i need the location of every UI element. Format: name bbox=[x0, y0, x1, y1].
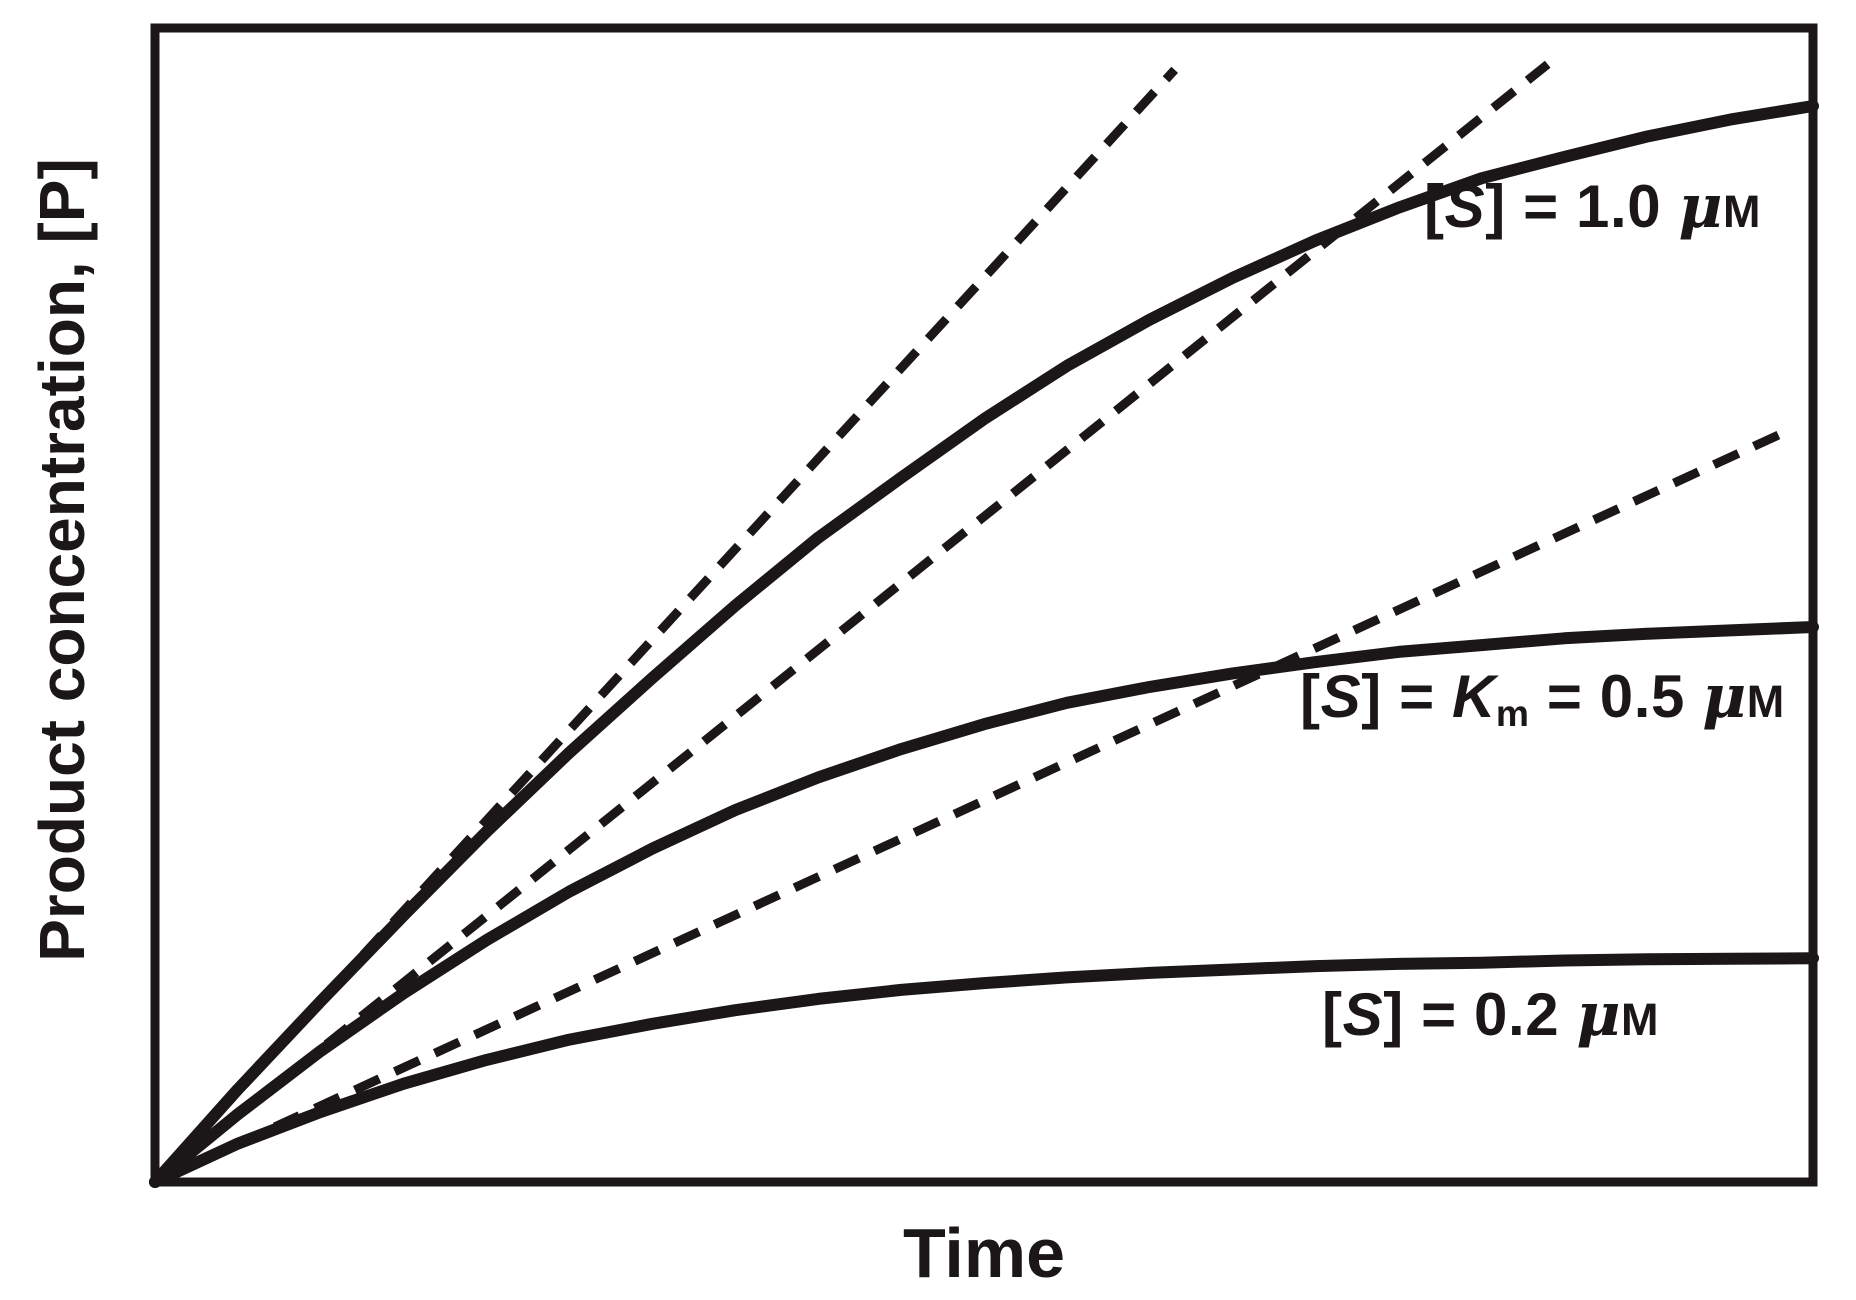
y-axis-label: Product concentration, [P] bbox=[26, 158, 98, 962]
plot-border bbox=[150, 23, 1818, 1187]
label-segment: μ bbox=[1576, 980, 1621, 1050]
label-segment: ] = 1.0 bbox=[1485, 173, 1679, 240]
label-segment: ] = 0.2 bbox=[1383, 981, 1577, 1048]
curve-label-s-km-0-5um: [S] = Km = 0.5 μM bbox=[1300, 662, 1785, 735]
curve-label-s-1-0um: [S] = 1.0 μM bbox=[1424, 172, 1761, 242]
progress-curve-S-1.0uM bbox=[149, 100, 1819, 1188]
label-segment: [ bbox=[1424, 173, 1445, 240]
initial-velocity-tangent-S-0.2uM bbox=[153, 425, 1792, 1187]
label-segment: S bbox=[1342, 981, 1384, 1048]
label-segment: M bbox=[1723, 186, 1762, 237]
curve-label-s-0-2um: [S] = 0.2 μM bbox=[1322, 980, 1659, 1050]
initial-velocity-tangent-S-0.5uM bbox=[152, 60, 1551, 1186]
label-segment: M bbox=[1621, 994, 1660, 1045]
label-segment: m bbox=[1495, 691, 1530, 734]
label-segment: = 0.5 bbox=[1529, 663, 1703, 730]
label-segment: ] = bbox=[1361, 663, 1452, 730]
progress-curve-S-0.5uM bbox=[149, 621, 1819, 1188]
progress-curve-S-0.2uM bbox=[149, 952, 1819, 1188]
label-segment: μ bbox=[1702, 662, 1747, 732]
label-segment: [ bbox=[1322, 981, 1343, 1048]
initial-velocity-tangent-S-1.0uM bbox=[151, 66, 1179, 1186]
label-segment: M bbox=[1746, 676, 1786, 727]
label-segment: [ bbox=[1300, 663, 1321, 730]
label-segment: K bbox=[1451, 663, 1496, 730]
label-segment: μ bbox=[1678, 172, 1723, 242]
x-axis-label: Time bbox=[902, 1214, 1066, 1292]
label-segment: S bbox=[1444, 173, 1486, 240]
label-segment: S bbox=[1320, 663, 1362, 730]
